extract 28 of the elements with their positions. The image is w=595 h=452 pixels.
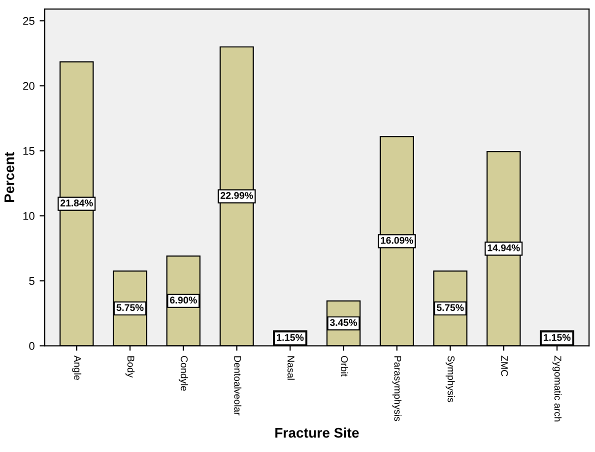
x-tick-label: Symphysis bbox=[446, 356, 455, 402]
data-label: 1.15% bbox=[544, 334, 571, 341]
data-label: 3.45% bbox=[330, 319, 358, 326]
y-tick-label: 15 bbox=[23, 147, 34, 155]
data-label: 21.84% bbox=[60, 200, 93, 206]
data-label: 1.15% bbox=[276, 334, 304, 341]
x-tick-label: Parasymphysis bbox=[392, 356, 402, 422]
y-axis-title: Percent bbox=[4, 152, 14, 202]
data-label: 22.99% bbox=[220, 192, 254, 199]
x-tick-label: Angle bbox=[72, 356, 82, 380]
x-tick-label: Condyle bbox=[178, 356, 188, 391]
x-axis-title: Fracture Site bbox=[275, 428, 359, 438]
data-label: 14.94% bbox=[488, 244, 520, 252]
data-label: 5.75% bbox=[436, 304, 464, 312]
x-tick-label: Zygomatic arch bbox=[552, 356, 562, 422]
x-tick-label: Dentoalveolar bbox=[234, 356, 242, 416]
x-tick-label: Nasal bbox=[288, 356, 295, 380]
data-label: 5.75% bbox=[116, 304, 144, 312]
y-tick-label: 5 bbox=[29, 277, 34, 285]
data-label: 6.90% bbox=[170, 296, 197, 304]
data-label: 16.09% bbox=[381, 236, 414, 244]
x-tick-label: ZMC bbox=[501, 356, 508, 376]
x-tick-label: Body bbox=[125, 356, 135, 378]
y-tick-label: 10 bbox=[23, 212, 34, 220]
y-tick-label: 25 bbox=[23, 17, 34, 25]
x-tick-label: Orbit bbox=[340, 356, 348, 376]
y-tick-label: 20 bbox=[23, 82, 34, 90]
y-tick-label: 0 bbox=[29, 342, 34, 350]
